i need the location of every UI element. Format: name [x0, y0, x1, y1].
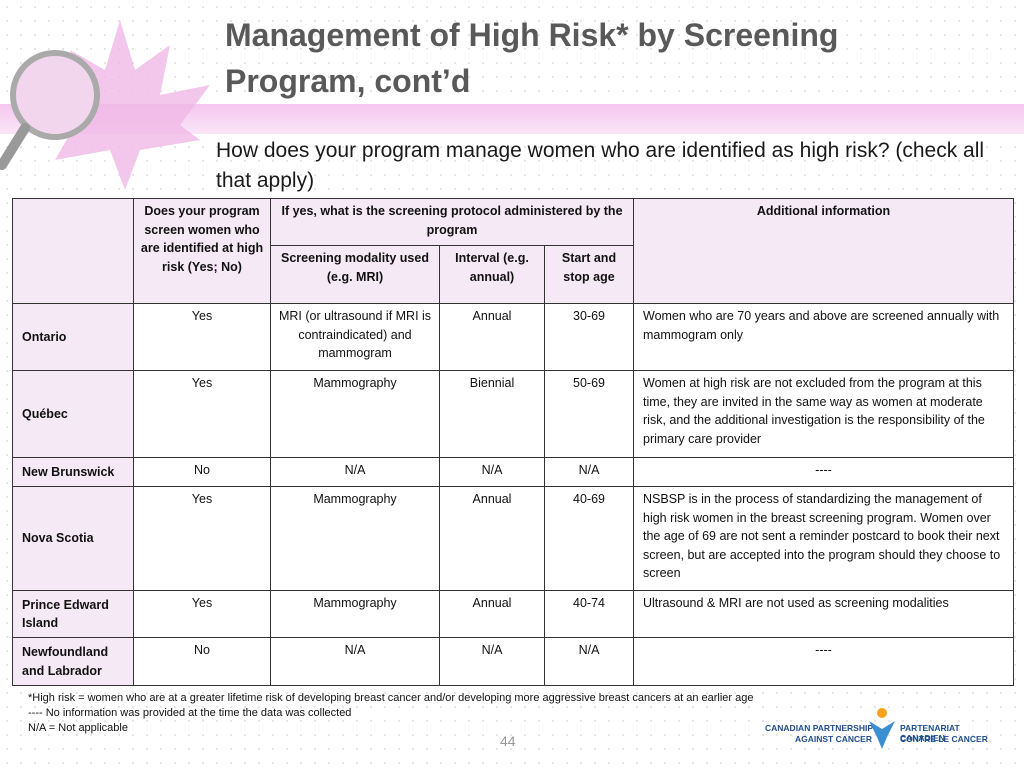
province-cell: Nova Scotia [12, 486, 134, 591]
table-cell: N/A [544, 457, 634, 487]
table-cell: Biennial [439, 370, 545, 458]
province-cell: Prince Edward Island [12, 590, 134, 638]
table-cell: No [133, 457, 271, 487]
logo-text: CONTRE LE CANCER [900, 734, 988, 744]
table-cell: MRI (or ultrasound if MRI is contraindic… [270, 303, 440, 371]
table-row: Prince Edward Island Yes Mammography Annual… [12, 590, 1014, 638]
header-cell: Screening modality used (e.g. MRI) [270, 245, 440, 304]
page-number: 44 [500, 733, 516, 749]
table-cell: NSBSP is in the process of standardizing… [633, 486, 1014, 591]
table-cell: Mammography [270, 486, 440, 591]
header-cell: Additional information [633, 198, 1014, 304]
table-cell: Yes [133, 303, 271, 371]
table-cell: 50-69 [544, 370, 634, 458]
province-cell: Québec [12, 370, 134, 458]
table-row: Newfoundland and Labrador No N/A N/A N/A ---- [12, 637, 1014, 686]
table-cell: N/A [439, 457, 545, 487]
province-cell: Ontario [12, 303, 134, 371]
header-cell: Start and stop age [544, 245, 634, 304]
table-cell: Yes [133, 370, 271, 458]
table-cell: Women at high risk are not excluded from… [633, 370, 1014, 458]
header-cell [12, 198, 134, 304]
table-cell: 40-69 [544, 486, 634, 591]
table-cell: 40-74 [544, 590, 634, 638]
footnote: ---- No information was provided at the … [28, 707, 352, 719]
footnote: *High risk = women who are at a greater … [28, 692, 754, 704]
logo-text: PARTENARIAT CANADIEN [900, 723, 960, 743]
leaf-logo [0, 20, 210, 190]
subtitle: How does your program manage women who a… [216, 139, 985, 192]
table-cell: Yes [133, 590, 271, 638]
header-cell: Does your program screen women who are i… [133, 198, 271, 304]
table-cell: 30-69 [544, 303, 634, 371]
logo-text: CANADIAN PARTNERSHIP [765, 723, 873, 733]
table-cell: Annual [439, 303, 545, 371]
table-cell: ---- [633, 457, 1014, 487]
header-cell: If yes, what is the screening protocol a… [270, 198, 634, 246]
footnotes: *High risk = women who are at a greater … [28, 691, 753, 736]
table-cell: Mammography [270, 590, 440, 638]
logo-icon [869, 708, 895, 749]
table-cell: No [133, 637, 271, 686]
table-cell: Annual [439, 590, 545, 638]
table: Does your program screen women who are i… [12, 198, 1014, 686]
table-cell: Ultrasound & MRI are not used as screeni… [633, 590, 1014, 638]
table-row: Ontario Yes MRI (or ultrasound if MRI is c… [12, 303, 1014, 371]
table-cell: Mammography [270, 370, 440, 458]
partner-logo: CANADIAN PARTNERSHIP AGAINST CANCER PART… [765, 705, 1005, 755]
table-cell: N/A [439, 637, 545, 686]
table-row: New Brunswick No N/A N/A N/A ---- [12, 457, 1014, 487]
table-cell: N/A [544, 637, 634, 686]
title: Management of High Risk* by Screening Pr… [225, 17, 839, 99]
table-cell: Women who are 70 years and above are scr… [633, 303, 1014, 371]
table-cell: Annual [439, 486, 545, 591]
table-cell: N/A [270, 637, 440, 686]
table-cell: ---- [633, 637, 1014, 686]
table-cell: N/A [270, 457, 440, 487]
footnote: N/A = Not applicable [28, 722, 128, 734]
table-cell: Yes [133, 486, 271, 591]
logo-text: AGAINST CANCER [795, 734, 872, 744]
province-cell: Newfoundland and Labrador [12, 637, 134, 686]
table-row: Québec Yes Mammography Biennial 50-69 Women a… [12, 370, 1014, 458]
province-cell: New Brunswick [12, 457, 134, 487]
header-cell: Interval (e.g. annual) [439, 245, 545, 304]
table-row: Nova Scotia Yes Mammography Annual 40-69 NSBS… [12, 486, 1014, 591]
